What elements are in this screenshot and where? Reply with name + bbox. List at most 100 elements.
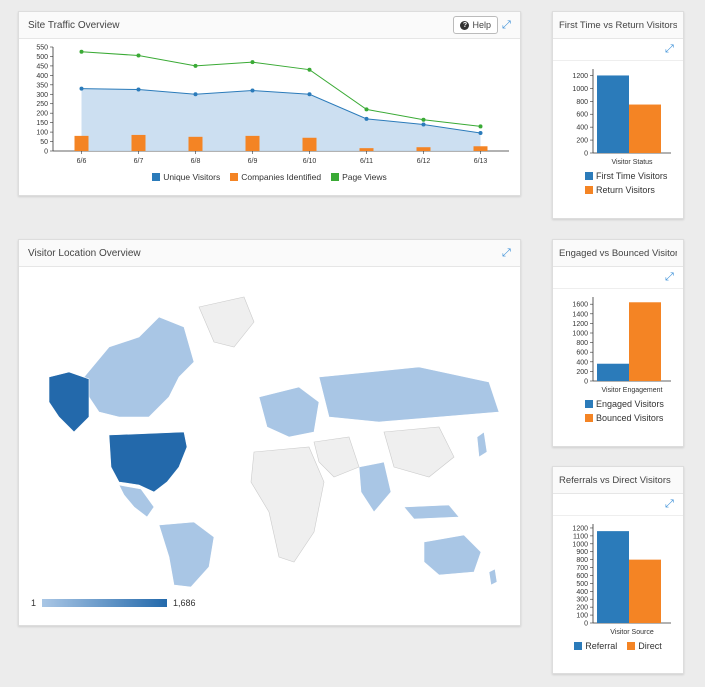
y-tick-label: 300 — [36, 92, 48, 99]
map-usa[interactable] — [108, 431, 188, 493]
legend-swatch — [331, 173, 340, 181]
legend-swatch — [627, 642, 636, 650]
site-traffic-legend: Unique Visitors Companies Identified Pag… — [19, 172, 520, 182]
map-europe[interactable] — [258, 386, 320, 438]
legend-direct: Direct — [627, 641, 662, 651]
map-scale-gradient — [42, 599, 168, 607]
x-tick-label: 6/13 — [474, 158, 488, 165]
map-middle-east[interactable] — [313, 436, 360, 478]
referrals-legend: Referral Direct — [553, 641, 683, 651]
map-russia[interactable] — [318, 366, 500, 423]
map-south-america[interactable] — [158, 521, 215, 587]
x-tick-label: 6/12 — [417, 158, 431, 165]
legend-swatch — [574, 642, 583, 650]
map-canada[interactable] — [83, 316, 195, 418]
y-tick-label: 500 — [576, 581, 588, 588]
x-tick-label: 6/7 — [134, 158, 144, 165]
referrals-header: Referrals vs Direct Visitors — [553, 467, 683, 494]
expand-icon[interactable]: ⤢ — [502, 19, 511, 31]
x-tick-label: 6/10 — [303, 158, 317, 165]
map-scale-max: 1,686 — [173, 598, 196, 608]
map-new-zealand[interactable] — [488, 568, 498, 586]
page-views-point — [136, 53, 141, 58]
map-indonesia[interactable] — [403, 504, 460, 520]
page-views-point — [79, 49, 84, 54]
map-mexico[interactable] — [118, 484, 155, 518]
referrals-card: Referrals vs Direct Visitors ⤢ 1200 1100 1… — [552, 466, 684, 674]
map-greenland[interactable] — [198, 296, 255, 348]
y-tick-label: 800 — [576, 99, 588, 106]
visitor-location-title: Visitor Location Overview — [28, 247, 141, 259]
companies-identified-bar — [416, 147, 431, 151]
y-tick-label: 250 — [36, 101, 48, 108]
map-japan[interactable] — [476, 431, 488, 458]
map-alaska[interactable] — [48, 371, 90, 433]
y-tick-label: 700 — [576, 565, 588, 572]
legend-return: Return Visitors — [563, 185, 673, 195]
legend-label: Engaged Visitors — [596, 399, 664, 409]
legend-swatch — [585, 172, 593, 180]
question-icon: ? — [460, 20, 470, 30]
first-return-title: First Time vs Return Visitors — [559, 19, 677, 31]
engaged-toolbar: ⤢ — [553, 267, 683, 289]
unique-visitors-point — [478, 131, 483, 136]
y-tick-label: 1000 — [572, 541, 588, 548]
page-views-point — [421, 117, 426, 122]
unique-visitors-line — [81, 88, 481, 134]
legend-swatch — [585, 186, 593, 194]
first-return-toolbar: ⤢ — [553, 39, 683, 61]
legend-swatch — [585, 400, 593, 408]
y-tick-label: 1000 — [572, 86, 588, 93]
map-scale-min: 1 — [31, 598, 37, 608]
first-return-chart: 1200 1000 800 600 400 200 0 Visitor Status — [572, 69, 671, 166]
expand-icon[interactable]: ⤢ — [665, 43, 674, 55]
page-views-point — [307, 67, 312, 72]
map-australia[interactable] — [423, 534, 482, 576]
legend-unique-visitors: Unique Visitors — [152, 172, 220, 182]
companies-identified-bar — [302, 137, 317, 151]
y-tick-label: 0 — [44, 149, 48, 156]
y-tick-label: 800 — [576, 340, 588, 347]
bar-first — [597, 363, 629, 381]
legend-swatch — [152, 173, 161, 181]
y-tick-label: 800 — [576, 557, 588, 564]
visitor-location-card: Visitor Location Overview ⤢ 1 1,686 — [18, 239, 521, 626]
companies-identified-bar — [245, 135, 260, 151]
y-tick-label: 100 — [576, 613, 588, 620]
y-tick-label: 450 — [36, 63, 48, 70]
y-tick-label: 400 — [576, 589, 588, 596]
expand-icon[interactable]: ⤢ — [502, 247, 511, 259]
expand-icon[interactable]: ⤢ — [665, 498, 674, 510]
y-tick-label: 600 — [576, 350, 588, 357]
legend-label: Referral — [585, 641, 618, 651]
y-tick-label: 1100 — [573, 533, 588, 540]
unique-visitors-point — [136, 87, 141, 92]
y-tick-label: 300 — [576, 597, 588, 604]
unique-visitors-point — [364, 116, 369, 121]
first-return-card: First Time vs Return Visitors ⤢ 1200 1000… — [552, 11, 684, 219]
x-axis-label: Visitor Source — [610, 629, 654, 636]
unique-visitors-point — [193, 92, 198, 97]
map-china[interactable] — [383, 426, 455, 478]
y-tick-label: 900 — [576, 549, 588, 556]
map-india[interactable] — [358, 461, 392, 513]
world-map[interactable] — [19, 267, 520, 587]
y-tick-label: 400 — [36, 73, 48, 80]
legend-label: Unique Visitors — [163, 172, 221, 182]
y-tick-label: 0 — [584, 621, 588, 628]
companies-identified-bar — [473, 146, 488, 151]
first-return-legend: First Time Visitors Return Visitors — [553, 171, 683, 195]
legend-swatch — [230, 173, 239, 181]
map-africa[interactable] — [250, 446, 325, 563]
legend-page-views: Page Views — [331, 172, 387, 182]
companies-identified-bar — [359, 148, 374, 151]
y-tick-label: 400 — [576, 125, 588, 132]
bar-second — [629, 302, 661, 381]
help-button[interactable]: ? Help — [453, 16, 498, 34]
y-tick-label: 200 — [576, 138, 588, 145]
engaged-chart: 1600 1400 1200 1000 800 600 400 200 0 Visitor Eng… — [572, 297, 671, 394]
bar-second — [629, 104, 661, 153]
expand-icon[interactable]: ⤢ — [665, 271, 674, 283]
y-tick-label: 200 — [36, 111, 48, 118]
